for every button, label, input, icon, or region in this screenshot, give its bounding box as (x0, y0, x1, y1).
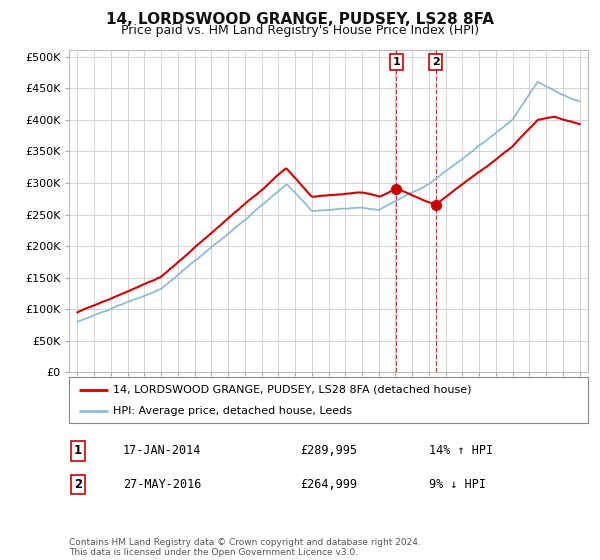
Text: 1: 1 (392, 57, 400, 67)
Text: 14, LORDSWOOD GRANGE, PUDSEY, LS28 8FA: 14, LORDSWOOD GRANGE, PUDSEY, LS28 8FA (106, 12, 494, 27)
Text: £264,999: £264,999 (300, 478, 357, 491)
Text: 17-JAN-2014: 17-JAN-2014 (123, 444, 202, 458)
Text: 14% ↑ HPI: 14% ↑ HPI (429, 444, 493, 458)
Text: Price paid vs. HM Land Registry's House Price Index (HPI): Price paid vs. HM Land Registry's House … (121, 24, 479, 36)
Text: Contains HM Land Registry data © Crown copyright and database right 2024.
This d: Contains HM Land Registry data © Crown c… (69, 538, 421, 557)
Text: 1: 1 (74, 444, 82, 458)
Text: 27-MAY-2016: 27-MAY-2016 (123, 478, 202, 491)
Text: 2: 2 (431, 57, 439, 67)
Text: 14, LORDSWOOD GRANGE, PUDSEY, LS28 8FA (detached house): 14, LORDSWOOD GRANGE, PUDSEY, LS28 8FA (… (113, 385, 472, 395)
Text: HPI: Average price, detached house, Leeds: HPI: Average price, detached house, Leed… (113, 407, 352, 416)
Text: 9% ↓ HPI: 9% ↓ HPI (429, 478, 486, 491)
Text: £289,995: £289,995 (300, 444, 357, 458)
Text: 2: 2 (74, 478, 82, 491)
